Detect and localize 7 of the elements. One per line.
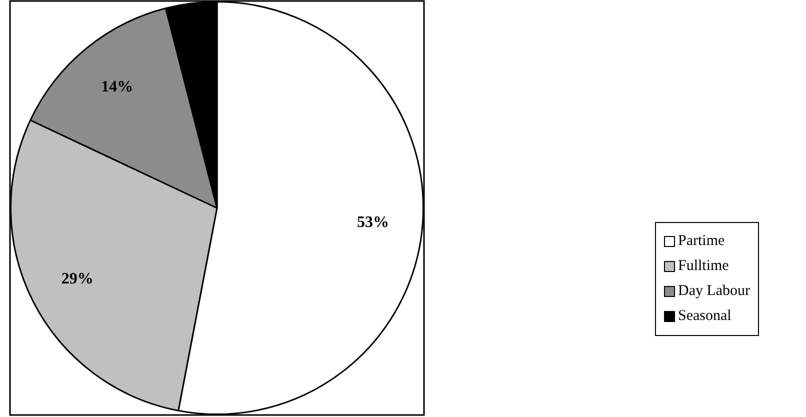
- data-label: 14%: [101, 78, 134, 96]
- legend-label: Partime: [677, 232, 726, 251]
- legend-label: Fulltime: [677, 257, 730, 276]
- legend-label: Seasonal: [677, 307, 732, 326]
- legend-label: Day Labour: [677, 282, 750, 301]
- data-label: 53%: [357, 214, 390, 231]
- data-label: 29%: [61, 270, 94, 288]
